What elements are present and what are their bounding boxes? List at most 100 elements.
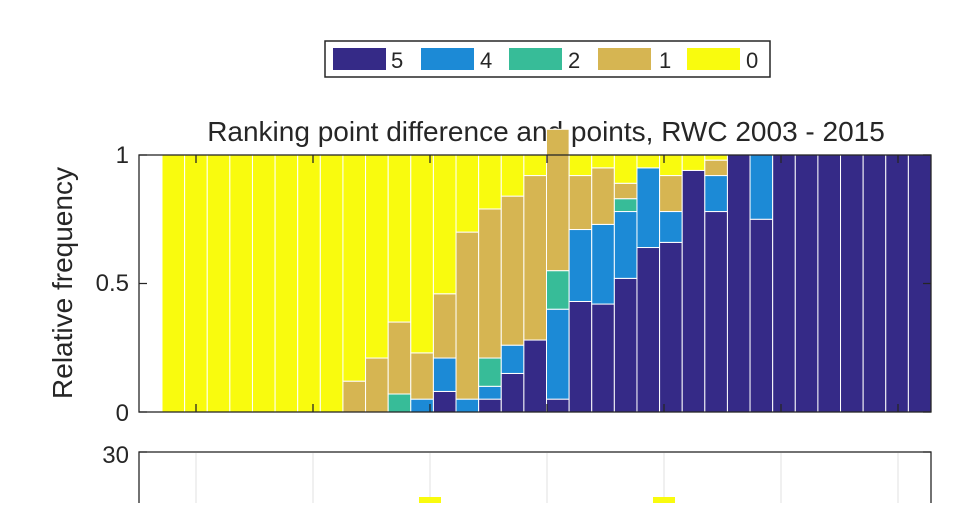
bar-segment-0-19 (568, 154, 593, 177)
bar-segment-0-3 (206, 154, 231, 413)
bar-segment-1-17 (523, 175, 548, 341)
bar-segment-0-24 (681, 154, 706, 171)
bottom-plot-frame (138, 451, 932, 508)
legend-label-2: 2 (568, 48, 580, 73)
bar-segment-4-16 (500, 344, 525, 374)
bar-segment-5-33 (885, 154, 909, 413)
bar-segment-2-21 (613, 198, 638, 213)
bar-segment-0-1 (161, 154, 186, 413)
bar-segment-0-15 (478, 154, 502, 210)
bar-segment-0-7 (297, 154, 321, 413)
bar-segment-1-21 (613, 182, 638, 200)
legend: 5 4 2 1 0 (324, 40, 771, 78)
bar-segment-0-10 (365, 154, 389, 359)
plot-axes (138, 154, 932, 413)
bar-segment-0-4 (229, 154, 253, 413)
bar-segment-2-18 (546, 270, 570, 310)
bar-segment-4-23 (659, 211, 683, 243)
bar-segment-4-22 (636, 167, 661, 249)
bar-segment-1-19 (568, 175, 593, 231)
bar-segment-0-21 (613, 154, 638, 184)
legend-label-4: 4 (480, 48, 492, 73)
bar-segment-5-20 (591, 303, 615, 413)
bar-segment-0-13 (432, 154, 457, 295)
bar-segment-1-12 (410, 352, 434, 400)
bar-segment-5-18 (546, 398, 570, 413)
y-tick-label-1: 1 (116, 142, 129, 169)
bar-segment-5-27 (749, 218, 774, 413)
bar-segment-5-21 (613, 277, 638, 413)
legend-swatch-0 (687, 48, 740, 70)
bar-segment-5-19 (568, 300, 593, 413)
bar-segment-5-31 (840, 154, 864, 413)
bar-stacks (161, 128, 932, 413)
bar-segment-0-25 (704, 154, 728, 161)
bar-segment-4-21 (613, 211, 638, 279)
bottom-highlights (419, 497, 675, 503)
bar-segment-2-15 (478, 357, 502, 387)
bar-segment-4-20 (591, 223, 615, 305)
bar-segment-0-20 (591, 154, 615, 169)
bar-segment-0-5 (251, 154, 276, 413)
bar-segment-1-10 (365, 357, 389, 413)
bottom-highlight-mark-2 (653, 497, 675, 503)
bar-segment-0-9 (342, 154, 367, 382)
bar-segment-5-13 (432, 390, 457, 413)
bar-segment-0-6 (274, 154, 299, 413)
legend-swatch-1 (598, 48, 651, 70)
bar-segment-0-17 (523, 154, 548, 177)
bar-segment-5-22 (636, 247, 661, 413)
bar-segment-0-23 (659, 154, 683, 177)
legend-swatch-2 (509, 48, 562, 70)
bottom-chart: 30 (102, 442, 932, 508)
bar-segment-1-18 (546, 128, 570, 272)
y-axis-label: Relative frequency (47, 167, 78, 399)
bar-segment-0-22 (636, 154, 661, 169)
bottom-y-tick-label-30: 30 (102, 442, 129, 469)
bar-segment-1-16 (500, 195, 525, 346)
bar-segment-5-25 (704, 211, 728, 413)
legend-swatch-4 (421, 48, 474, 70)
legend-label-1: 1 (659, 48, 671, 73)
bottom-gridlines (195, 453, 899, 503)
bar-segment-5-26 (726, 154, 751, 413)
bar-segment-4-25 (704, 175, 728, 213)
bar-segment-4-27 (749, 154, 774, 220)
legend-label-0: 0 (746, 48, 758, 73)
bar-segment-1-23 (659, 175, 683, 213)
legend-swatch-5 (333, 48, 386, 70)
bottom-highlight-mark-1 (419, 497, 441, 503)
bar-segment-0-12 (410, 154, 434, 354)
bar-segment-1-9 (342, 380, 367, 413)
bar-segment-5-29 (794, 154, 819, 413)
bar-segment-1-14 (455, 231, 480, 400)
bar-segment-4-19 (568, 229, 593, 302)
axis-ticks (139, 154, 931, 413)
bar-segment-0-14 (455, 154, 480, 233)
bar-segment-1-11 (387, 321, 412, 395)
bar-segment-0-8 (319, 154, 344, 413)
bar-segment-2-11 (387, 393, 412, 413)
bar-segment-5-30 (817, 154, 842, 413)
bar-segment-5-15 (478, 398, 502, 413)
bar-segment-5-17 (523, 339, 548, 413)
bar-segment-4-14 (455, 398, 480, 413)
bar-segment-1-25 (704, 159, 728, 177)
bar-segment-1-15 (478, 208, 502, 359)
bar-segment-5-23 (659, 241, 683, 413)
bar-segment-5-28 (772, 154, 796, 413)
bar-segment-0-2 (184, 154, 208, 413)
bar-segment-5-24 (681, 169, 706, 413)
y-tick-label-0-5: 0.5 (96, 270, 129, 297)
bar-segment-4-13 (432, 357, 457, 392)
bar-segment-5-32 (862, 154, 887, 413)
bar-segment-4-15 (478, 385, 502, 400)
y-tick-label-0: 0 (116, 400, 129, 427)
legend-label-5: 5 (391, 48, 403, 73)
bar-segment-5-16 (500, 372, 525, 413)
bar-segment-4-18 (546, 308, 570, 400)
bar-segment-1-13 (432, 293, 457, 359)
bar-segment-1-20 (591, 167, 615, 225)
